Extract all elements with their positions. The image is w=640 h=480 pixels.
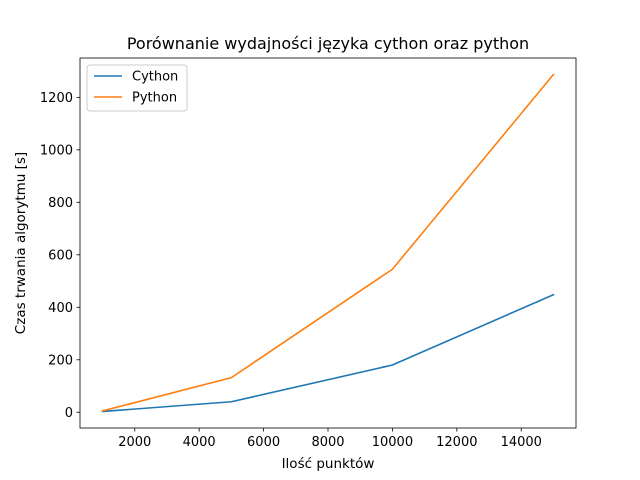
python-series-line <box>101 73 555 412</box>
y-tick-label: 1000 <box>40 143 73 158</box>
x-tick-label: 14000 <box>501 435 542 450</box>
y-tick-label: 0 <box>65 406 73 421</box>
x-tick-label: 8000 <box>311 435 344 450</box>
x-tick-label: 6000 <box>247 435 280 450</box>
python-legend-label: Python <box>132 91 177 106</box>
x-tick-label: 2000 <box>118 435 151 450</box>
x-ticks: 2000 4000 6000 8000 10000 12000 14000 <box>118 428 542 450</box>
plot-area <box>80 58 576 428</box>
y-tick-label: 1200 <box>40 91 73 106</box>
x-axis-label: Ilość punktów <box>282 456 375 472</box>
y-tick-label: 400 <box>48 301 73 316</box>
series-layer <box>101 73 555 413</box>
y-tick-label: 800 <box>48 196 73 211</box>
x-tick-label: 12000 <box>436 435 477 450</box>
legend: Cython Python <box>86 64 188 112</box>
y-tick-label: 200 <box>48 353 73 368</box>
y-tick-label: 600 <box>48 248 73 263</box>
y-ticks: 0 200 400 600 800 1000 1200 <box>40 91 80 421</box>
x-tick-label: 10000 <box>372 435 413 450</box>
y-axis-label: Czas trwania algorytmu [s] <box>13 152 29 334</box>
x-tick-label: 4000 <box>183 435 216 450</box>
chart-title: Porównanie wydajności języka cython oraz… <box>127 34 529 53</box>
cython-series-line <box>101 293 555 413</box>
cython-legend-label: Cython <box>132 70 178 85</box>
